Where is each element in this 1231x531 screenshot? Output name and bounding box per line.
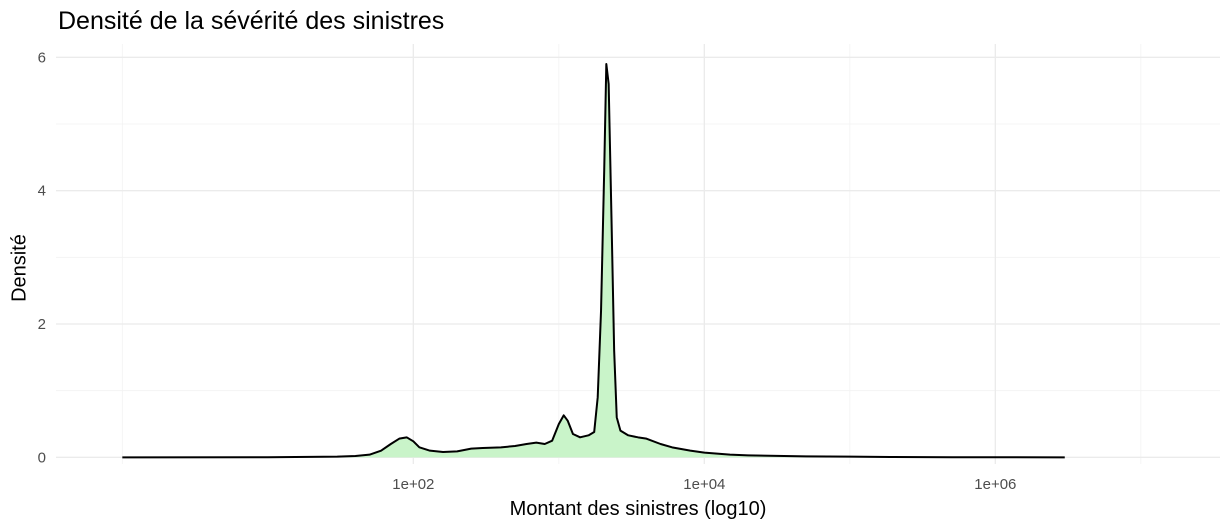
- chart-title: Densité de la sévérité des sinistres: [58, 7, 445, 35]
- x-axis-label: Montant des sinistres (log10): [509, 498, 767, 520]
- y-tick-label: 4: [38, 183, 46, 200]
- y-tick-labels: 0 2 4 6: [38, 49, 46, 466]
- y-tick-label: 2: [38, 316, 46, 333]
- x-tick-label: 1e+04: [683, 476, 725, 493]
- x-tick-label: 1e+02: [392, 476, 434, 493]
- minor-grid: [56, 44, 1220, 464]
- density-area: [122, 64, 1065, 458]
- y-tick-label: 0: [38, 449, 46, 466]
- x-tick-labels: 1e+02 1e+04 1e+06: [392, 476, 1016, 493]
- density-marks: [122, 63, 1065, 459]
- major-grid: [56, 44, 1220, 464]
- y-tick-label: 6: [38, 49, 46, 66]
- x-tick-label: 1e+06: [974, 476, 1016, 493]
- density-line: [122, 63, 1065, 459]
